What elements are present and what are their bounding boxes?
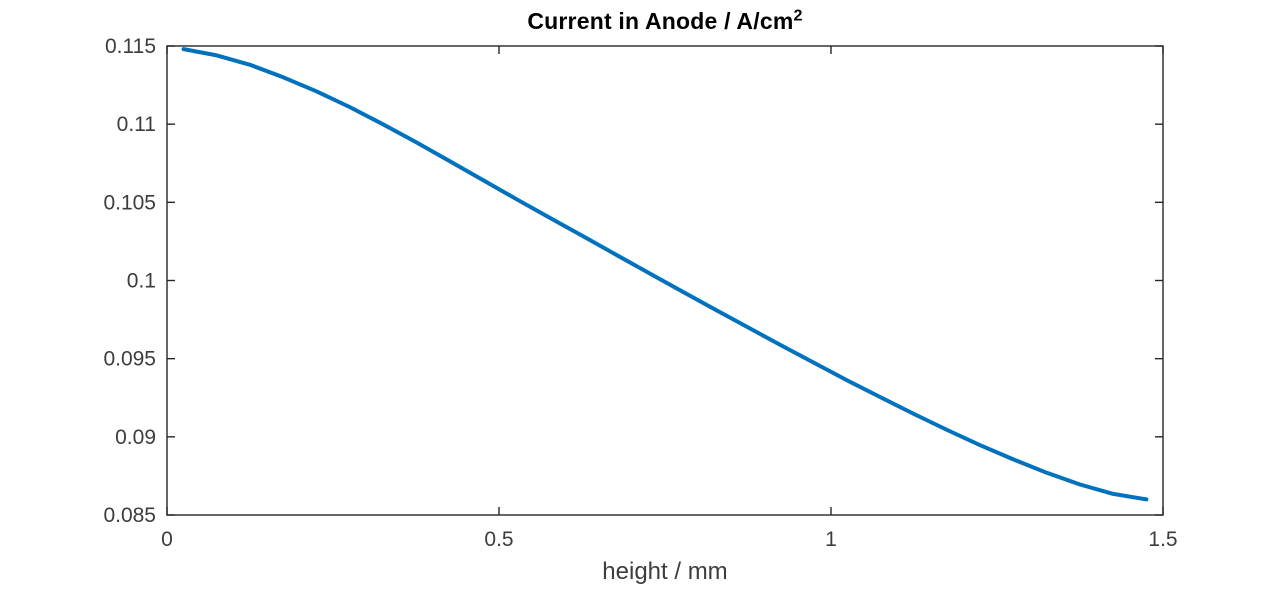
- x-tick-label: 1: [825, 528, 837, 551]
- y-tick-label: 0.115: [105, 35, 156, 58]
- chart-title-superscript: 2: [793, 6, 803, 25]
- x-tick-label: 0: [161, 528, 173, 551]
- x-tick-label: 1.5: [1148, 528, 1177, 551]
- y-tick-label: 0.11: [117, 113, 156, 136]
- chart-title: Current in Anode / A/cm2: [167, 6, 1163, 35]
- y-tick-label: 0.09: [115, 426, 156, 449]
- y-tick-label: 0.095: [103, 348, 156, 371]
- chart-title-text: Current in Anode / A/cm: [527, 8, 794, 34]
- y-tick-label: 0.085: [103, 504, 156, 527]
- y-tick-label: 0.1: [127, 270, 156, 293]
- data-line-anode-current: [181, 47, 1149, 502]
- x-axis-label: height / mm: [602, 558, 728, 585]
- x-tick-label: 0.5: [484, 528, 513, 551]
- y-tick-label: 0.105: [103, 191, 156, 214]
